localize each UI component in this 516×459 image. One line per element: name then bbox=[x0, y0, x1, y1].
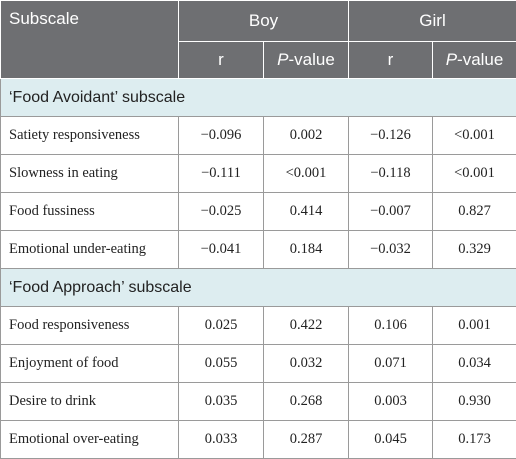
row-label: Slowness in eating bbox=[1, 155, 179, 193]
cell-value: −0.041 bbox=[179, 231, 264, 269]
row-label: Emotional under-eating bbox=[1, 231, 179, 269]
section-row: ‘Food Avoidant’ subscale bbox=[1, 79, 516, 117]
cell-value: <0.001 bbox=[433, 155, 516, 193]
cell-value: 0.071 bbox=[349, 345, 433, 383]
cell-value: 0.184 bbox=[264, 231, 349, 269]
cell-value: 0.034 bbox=[433, 345, 516, 383]
cell-value: −0.126 bbox=[349, 117, 433, 155]
column-header: r bbox=[349, 42, 433, 79]
cell-value: 0.287 bbox=[264, 421, 349, 459]
cell-value: −0.118 bbox=[349, 155, 433, 193]
cell-value: 0.414 bbox=[264, 193, 349, 231]
cell-value: <0.001 bbox=[264, 155, 349, 193]
cell-value: 0.045 bbox=[349, 421, 433, 459]
row-label: Emotional over-eating bbox=[1, 421, 179, 459]
cell-value: 0.035 bbox=[179, 383, 264, 421]
cell-value: −0.111 bbox=[179, 155, 264, 193]
cell-value: −0.032 bbox=[349, 231, 433, 269]
subscale-header: Subscale bbox=[1, 1, 179, 79]
group-header: Boy bbox=[179, 1, 349, 42]
section-title: ‘Food Avoidant’ subscale bbox=[1, 79, 516, 117]
cell-value: 0.106 bbox=[349, 307, 433, 345]
cell-value: 0.033 bbox=[179, 421, 264, 459]
cell-value: 0.930 bbox=[433, 383, 516, 421]
cell-value: 0.002 bbox=[264, 117, 349, 155]
data-row: Slowness in eating−0.111<0.001−0.118<0.0… bbox=[1, 155, 516, 193]
italic-text: P bbox=[277, 50, 288, 69]
cell-value: 0.003 bbox=[349, 383, 433, 421]
cell-value: <0.001 bbox=[433, 117, 516, 155]
header-text: -value bbox=[457, 50, 503, 69]
cell-value: 0.055 bbox=[179, 345, 264, 383]
cell-value: −0.007 bbox=[349, 193, 433, 231]
row-label: Desire to drink bbox=[1, 383, 179, 421]
section-title: ‘Food Approach’ subscale bbox=[1, 269, 516, 307]
cell-value: −0.096 bbox=[179, 117, 264, 155]
column-header: P-value bbox=[264, 42, 349, 79]
header-text: r bbox=[388, 50, 394, 69]
row-label: Food responsiveness bbox=[1, 307, 179, 345]
cell-value: 0.173 bbox=[433, 421, 516, 459]
cell-value: 0.001 bbox=[433, 307, 516, 345]
cell-value: −0.025 bbox=[179, 193, 264, 231]
cell-value: 0.025 bbox=[179, 307, 264, 345]
cell-value: 0.329 bbox=[433, 231, 516, 269]
cell-value: 0.032 bbox=[264, 345, 349, 383]
cell-value: 0.422 bbox=[264, 307, 349, 345]
row-label: Enjoyment of food bbox=[1, 345, 179, 383]
section-row: ‘Food Approach’ subscale bbox=[1, 269, 516, 307]
cell-value: 0.827 bbox=[433, 193, 516, 231]
header-text: -value bbox=[289, 50, 335, 69]
column-header: r bbox=[179, 42, 264, 79]
italic-text: P bbox=[446, 50, 457, 69]
group-header: Girl bbox=[349, 1, 516, 42]
row-label: Satiety responsiveness bbox=[1, 117, 179, 155]
cell-value: 0.268 bbox=[264, 383, 349, 421]
row-label: Food fussiness bbox=[1, 193, 179, 231]
header-text: r bbox=[218, 50, 224, 69]
column-header: P-value bbox=[433, 42, 516, 79]
